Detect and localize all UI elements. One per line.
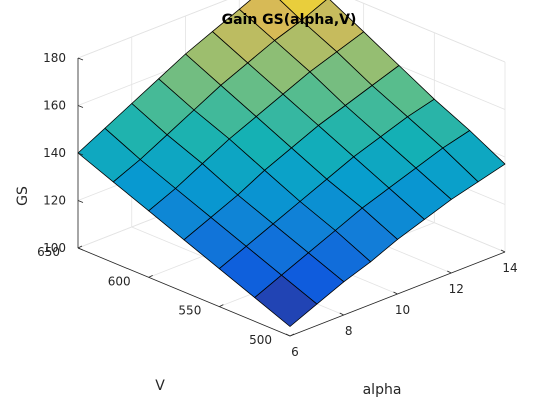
x-tick bbox=[339, 312, 344, 316]
y-tick bbox=[148, 274, 153, 278]
x-tick-label: 14 bbox=[502, 261, 517, 275]
x-tick bbox=[285, 333, 291, 337]
z-tick-label: 100 bbox=[43, 241, 66, 255]
z-tick bbox=[77, 105, 84, 108]
x-tick-label: 12 bbox=[449, 282, 464, 296]
x-tick-label: 6 bbox=[291, 345, 299, 359]
z-tick-label: 140 bbox=[43, 146, 66, 160]
y-tick-label: 650 bbox=[37, 245, 60, 259]
frame-line bbox=[354, 0, 506, 63]
chart-title: Gain GS(alpha,V) bbox=[222, 12, 357, 28]
z-tick bbox=[77, 57, 84, 61]
y-tick-label: 500 bbox=[249, 333, 272, 347]
z-tick bbox=[77, 247, 84, 251]
surface-layer bbox=[77, 0, 506, 327]
y-tick-label: 600 bbox=[108, 274, 131, 288]
y-axis-line bbox=[77, 247, 291, 337]
z-tick bbox=[77, 200, 84, 203]
y-tick bbox=[219, 304, 224, 308]
x-axis-label: alpha bbox=[363, 382, 402, 398]
z-axis-label: GS bbox=[15, 186, 31, 206]
x-tick bbox=[393, 291, 398, 295]
y-tick-label: 550 bbox=[178, 304, 201, 318]
z-tick bbox=[77, 152, 84, 156]
surface-face bbox=[254, 274, 318, 327]
z-tick-label: 160 bbox=[43, 99, 66, 113]
y-tick bbox=[289, 333, 295, 337]
y-tick bbox=[77, 245, 83, 249]
x-tick bbox=[500, 249, 506, 253]
z-tick-label: 120 bbox=[43, 194, 66, 208]
x-tick-label: 8 bbox=[345, 324, 353, 338]
frame-line bbox=[77, 0, 228, 59]
y-axis-label: V bbox=[155, 378, 165, 394]
x-tick bbox=[447, 270, 452, 274]
z-tick-label: 180 bbox=[43, 51, 66, 65]
x-tick-label: 10 bbox=[395, 303, 410, 317]
